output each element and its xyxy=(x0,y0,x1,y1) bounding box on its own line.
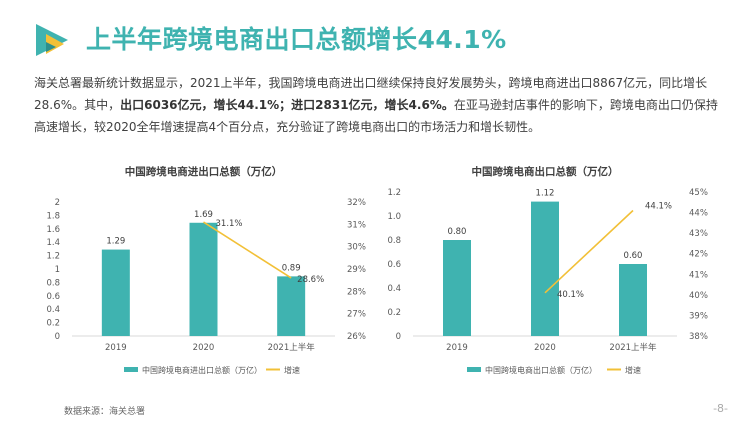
bar xyxy=(531,201,559,336)
y-right-tick-label: 38% xyxy=(689,332,708,342)
bar xyxy=(101,249,130,336)
legend-bar-label: 中国跨境电商进出口总额（万亿） xyxy=(142,365,262,375)
x-tick-label: 2020 xyxy=(534,343,556,353)
y-right-tick-label: 44% xyxy=(689,209,708,219)
y-right-tick-label: 32% xyxy=(347,198,366,208)
bar-value-label: 0.89 xyxy=(282,263,301,273)
chart-import-export-svg: 中国跨境电商进出口总额（万亿） 0 0.2 0.4 0.6 0.8 1 1.2 1.4 1.6 1.… xyxy=(46,165,366,375)
legend-bar-swatch xyxy=(467,367,481,372)
legend-line-label: 增速 xyxy=(625,365,641,375)
growth-line xyxy=(203,221,292,279)
y-left-tick-label: 0.2 xyxy=(46,319,60,329)
growth-point-label: 28.6% xyxy=(297,275,324,285)
bar-value-label: 0.60 xyxy=(624,251,643,261)
y-left-tick-label: 0.8 xyxy=(387,236,401,246)
x-tick-label: 2021上半年 xyxy=(609,342,657,353)
chart-title: 中国跨境电商出口总额（万亿） xyxy=(472,165,619,178)
summary-part-1: 海关总署最新统计数据显示，2021上半年，我国跨境电商进出口继续保持良好发展势头… xyxy=(34,76,708,112)
y-right-tick-label: 30% xyxy=(347,243,366,253)
y-right-tick-label: 29% xyxy=(347,265,366,275)
y-right-tick-label: 43% xyxy=(689,229,708,239)
y-left-tick-label: 0.6 xyxy=(46,292,60,302)
growth-point-label: 40.1% xyxy=(557,290,584,300)
y-left-tick-label: 0.2 xyxy=(387,308,401,318)
summary-bold: 出口6036亿元，增长44.1%；进口2831亿元，增长4.6%。 xyxy=(120,98,454,112)
y-right-tick-label: 31% xyxy=(347,220,366,230)
legend-bar-swatch xyxy=(124,367,138,372)
bar-value-label: 1.29 xyxy=(106,237,125,247)
y-left-tick-label: 2 xyxy=(55,198,60,208)
y-right-tick-label: 26% xyxy=(347,332,366,342)
y-left-tick-label: 1 xyxy=(55,265,60,275)
y-left-tick-label: 1.2 xyxy=(387,188,401,198)
chart-export-svg: 中国跨境电商出口总额（万亿） 0 0.2 0.4 0.6 0.8 1.0 1.2 38% 39% 4… xyxy=(387,165,708,375)
bar-value-label: 1.12 xyxy=(536,189,555,199)
y-left-tick-label: 0.4 xyxy=(46,305,60,315)
y-right-tick-label: 42% xyxy=(689,250,708,260)
y-left-tick-label: 0 xyxy=(396,332,401,342)
chart-export: 中国跨境电商出口总额（万亿） 0 0.2 0.4 0.6 0.8 1.0 1.2 38% 39% 4… xyxy=(385,160,725,380)
summary-text: 海关总署最新统计数据显示，2021上半年，我国跨境电商进出口继续保持良好发展势头… xyxy=(34,72,724,138)
bar xyxy=(443,240,471,336)
bar xyxy=(189,222,218,336)
y-right-tick-label: 41% xyxy=(689,270,708,280)
y-right-tick-label: 45% xyxy=(689,188,708,198)
summary-part-2: 在亚马逊封店事件的影响下，跨境电商出口仍保持高速增长，较2020全年增速提高4个… xyxy=(34,98,718,134)
y-right-tick-label: 27% xyxy=(347,310,366,320)
y-right-tick-label: 28% xyxy=(347,287,366,297)
y-left-tick-label: 0 xyxy=(55,332,60,342)
bar xyxy=(619,264,647,336)
page-title: 上半年跨境电商出口总额增长44.1% xyxy=(86,25,507,54)
y-left-tick-label: 1.2 xyxy=(46,252,60,262)
growth-point-label: 44.1% xyxy=(645,202,672,212)
x-tick-label: 2019 xyxy=(105,343,127,353)
growth-line xyxy=(544,209,634,294)
bar xyxy=(277,276,306,336)
page-number: -8- xyxy=(713,402,728,415)
y-left-tick-label: 0.8 xyxy=(46,278,60,288)
bar-value-label: 1.69 xyxy=(194,210,213,220)
x-tick-label: 2021上半年 xyxy=(268,342,316,353)
chart-import-export: 中国跨境电商进出口总额（万亿） 0 0.2 0.4 0.6 0.8 1 1.2 1.4 1.6 1.… xyxy=(40,160,380,380)
chart-title: 中国跨境电商进出口总额（万亿） xyxy=(125,165,283,178)
x-tick-label: 2019 xyxy=(446,343,468,353)
y-left-tick-label: 1.4 xyxy=(46,238,60,248)
legend-line-label: 增速 xyxy=(284,365,300,375)
y-right-tick-label: 40% xyxy=(689,291,708,301)
bar-value-label: 0.80 xyxy=(448,227,467,237)
y-left-tick-label: 1.0 xyxy=(387,212,401,222)
logo-icon xyxy=(36,24,68,56)
legend-bar-label: 中国跨境电商出口总额（万亿） xyxy=(485,365,597,375)
data-source: 数据来源：海关总署 xyxy=(64,407,146,417)
y-left-tick-label: 0.4 xyxy=(387,284,401,294)
y-left-tick-label: 1.8 xyxy=(46,211,60,221)
y-left-tick-label: 0.6 xyxy=(387,260,401,270)
growth-point-label: 31.1% xyxy=(216,219,243,229)
x-tick-label: 2020 xyxy=(193,343,215,353)
y-right-tick-label: 39% xyxy=(689,311,708,321)
y-left-tick-label: 1.6 xyxy=(46,225,60,235)
